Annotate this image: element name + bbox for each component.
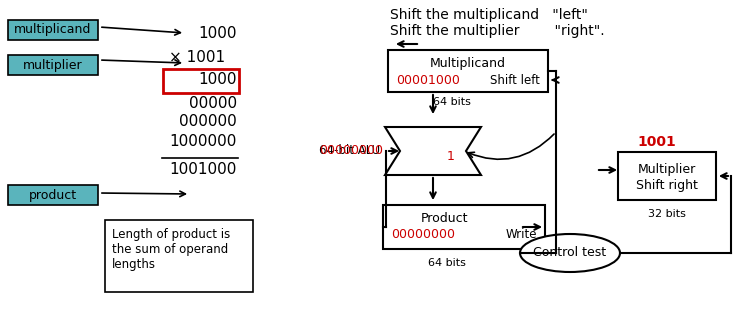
Text: Length of product is
the sum of operand
lengths: Length of product is the sum of operand … (112, 228, 230, 271)
FancyBboxPatch shape (383, 205, 545, 249)
Text: 1001: 1001 (638, 135, 676, 149)
Text: Shift the multiplicand   "left": Shift the multiplicand "left" (390, 8, 588, 22)
Text: product: product (29, 189, 77, 202)
Text: 32 bits: 32 bits (648, 209, 686, 219)
FancyBboxPatch shape (618, 152, 716, 200)
Text: Multiplier: Multiplier (638, 164, 696, 177)
Text: Shift the multiplier        "right".: Shift the multiplier "right". (390, 24, 605, 38)
Text: × 1001: × 1001 (169, 51, 225, 65)
Text: Shift right: Shift right (636, 179, 698, 192)
Text: 1000: 1000 (198, 73, 237, 87)
Text: 00001000: 00001000 (396, 74, 460, 87)
Text: 00000: 00000 (189, 96, 237, 110)
Text: Product: Product (420, 213, 468, 226)
Text: 00000000: 00000000 (391, 228, 455, 241)
Polygon shape (385, 127, 481, 175)
Text: Shift left: Shift left (490, 74, 540, 87)
Text: 1001000: 1001000 (169, 163, 237, 178)
Text: 00000000: 00000000 (319, 145, 383, 157)
FancyBboxPatch shape (105, 220, 253, 292)
Text: 64 bits: 64 bits (428, 258, 466, 268)
FancyBboxPatch shape (8, 185, 98, 205)
Text: 000000: 000000 (179, 114, 237, 130)
Text: multiplicand: multiplicand (14, 24, 92, 37)
Text: 64 bits: 64 bits (433, 97, 471, 107)
FancyBboxPatch shape (388, 50, 548, 92)
Text: 1: 1 (447, 151, 455, 164)
Text: Write: Write (505, 228, 537, 241)
FancyBboxPatch shape (8, 20, 98, 40)
Text: 64-bit ALU: 64-bit ALU (319, 145, 380, 157)
FancyBboxPatch shape (8, 55, 98, 75)
Text: Control test: Control test (534, 247, 607, 260)
Text: 1000: 1000 (198, 26, 237, 40)
Text: Multiplicand: Multiplicand (430, 57, 506, 71)
Ellipse shape (520, 234, 620, 272)
Text: multiplier: multiplier (23, 59, 83, 72)
Text: 1000000: 1000000 (169, 133, 237, 148)
